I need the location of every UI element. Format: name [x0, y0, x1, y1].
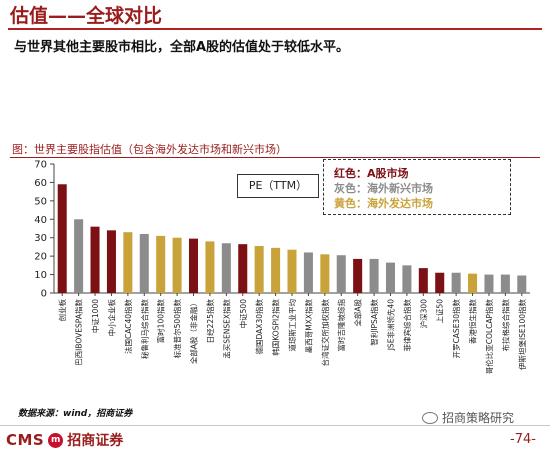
x-category-label: 中小企业板 — [106, 299, 116, 337]
caption-divider — [10, 157, 540, 158]
logo-company-name: 招商证券 — [67, 433, 124, 449]
bar — [468, 273, 478, 293]
x-category-label: 日经225指数 — [205, 299, 215, 344]
bar — [336, 255, 346, 293]
bar — [484, 274, 494, 293]
page-subtitle: 与世界其他主要股市相比，全部A股的估值处于较低水平。 — [14, 40, 350, 55]
logo-cms-text: CMS — [6, 431, 45, 449]
chart-legend: 红色：A股市场 灰色：海外新兴市场 黄色：海外发达市场 — [323, 159, 511, 215]
y-tick-label: 40 — [34, 215, 47, 226]
logo-badge-icon: m — [48, 432, 64, 448]
wechat-icon — [422, 411, 438, 424]
bar — [123, 232, 133, 293]
x-category-label: 富时吉隆坡综指 — [336, 299, 346, 352]
x-category-label: 全部A股（非金融） — [189, 299, 199, 364]
x-category-label: 标准普尔500指数 — [172, 299, 182, 359]
x-category-label: 德国DAX30指数 — [254, 299, 264, 355]
bar — [385, 262, 395, 293]
footer-divider — [0, 425, 550, 426]
bar — [517, 275, 527, 293]
cms-logo: CMS m 招商证券 — [6, 430, 123, 450]
x-category-label: 道琼斯工业平均 — [287, 299, 297, 352]
watermark-text: 招商策略研究 — [442, 411, 515, 425]
bar — [435, 272, 445, 293]
bar — [320, 254, 330, 293]
page-title: 估值——全球对比 — [10, 5, 163, 27]
bar — [139, 234, 149, 293]
bar — [189, 238, 199, 293]
page-number: -74- — [510, 432, 536, 447]
x-category-label: 创业板 — [57, 299, 67, 322]
bar — [74, 219, 84, 293]
x-category-label: 菲律宾综合指数 — [402, 299, 412, 352]
title-divider — [8, 28, 542, 30]
bar — [172, 237, 182, 293]
x-category-label: 中证1000 — [90, 299, 100, 333]
x-category-label: 上证50 — [436, 299, 445, 324]
legend-item-developed: 黄色：海外发达市场 — [334, 197, 433, 210]
x-category-label: 伊斯坦堡ISE100指数 — [517, 299, 527, 371]
y-tick-label: 70 — [34, 160, 47, 171]
bar — [451, 272, 461, 293]
x-category-label: JSE非洲领先40 — [385, 299, 395, 351]
bar — [418, 268, 428, 293]
x-category-label: 韩国KOSPI2指数 — [271, 299, 281, 356]
wechat-watermark: 招商策略研究 — [422, 409, 514, 426]
x-category-label: 秘鲁利马综合指数 — [139, 299, 149, 359]
bar — [238, 244, 248, 293]
y-tick-label: 10 — [34, 270, 47, 281]
x-category-label: 巴西IBOVESPA指数 — [74, 299, 84, 366]
y-tick-label: 30 — [34, 233, 47, 244]
bar — [353, 258, 363, 293]
x-category-label: 中证500 — [238, 299, 248, 329]
x-category-label: 法国CAC40指数 — [123, 298, 133, 354]
bar — [500, 274, 510, 293]
y-tick-label: 20 — [34, 252, 47, 263]
x-category-label: 全部A股 — [353, 299, 363, 327]
bar — [90, 226, 100, 293]
x-category-label: 哥伦比亚COLCAP指数 — [484, 299, 494, 375]
x-category-label: 开罗CASE30指数 — [451, 299, 461, 359]
x-category-label: 墨西哥MXX指数 — [303, 299, 313, 354]
bar — [106, 230, 116, 293]
bar — [369, 258, 379, 293]
y-tick-label: 0 — [41, 289, 47, 300]
bar — [303, 252, 313, 293]
x-category-label: 沪深300 — [418, 299, 428, 329]
chart-caption: 图：世界主要股指估值（包含海外发达市场和新兴市场） — [12, 143, 287, 156]
bar — [156, 235, 166, 293]
x-category-label: 智利IPSA指数 — [369, 299, 379, 346]
x-category-label: 孟买SENSEX指数 — [221, 299, 231, 359]
bar — [57, 184, 67, 293]
x-category-label: 香港恒生指数 — [468, 299, 478, 344]
data-source-note: 数据来源：wind，招商证券 — [18, 409, 133, 419]
x-category-label: 布拉格综合指数 — [500, 299, 510, 352]
bar — [402, 265, 412, 293]
x-category-label: 台湾证交所加权指数 — [320, 299, 330, 367]
legend-item-a-share: 红色：A股市场 — [334, 167, 409, 180]
bar — [254, 246, 264, 293]
y-tick-label: 60 — [34, 178, 47, 189]
bar — [271, 247, 281, 293]
x-category-label: 富时100指数 — [156, 299, 166, 344]
bar — [221, 243, 231, 293]
pe-annotation-box: PE（TTM） — [237, 174, 319, 198]
legend-item-emerging: 灰色：海外新兴市场 — [334, 182, 433, 195]
bar — [287, 249, 297, 293]
bar — [205, 241, 215, 293]
y-tick-label: 50 — [34, 196, 47, 207]
